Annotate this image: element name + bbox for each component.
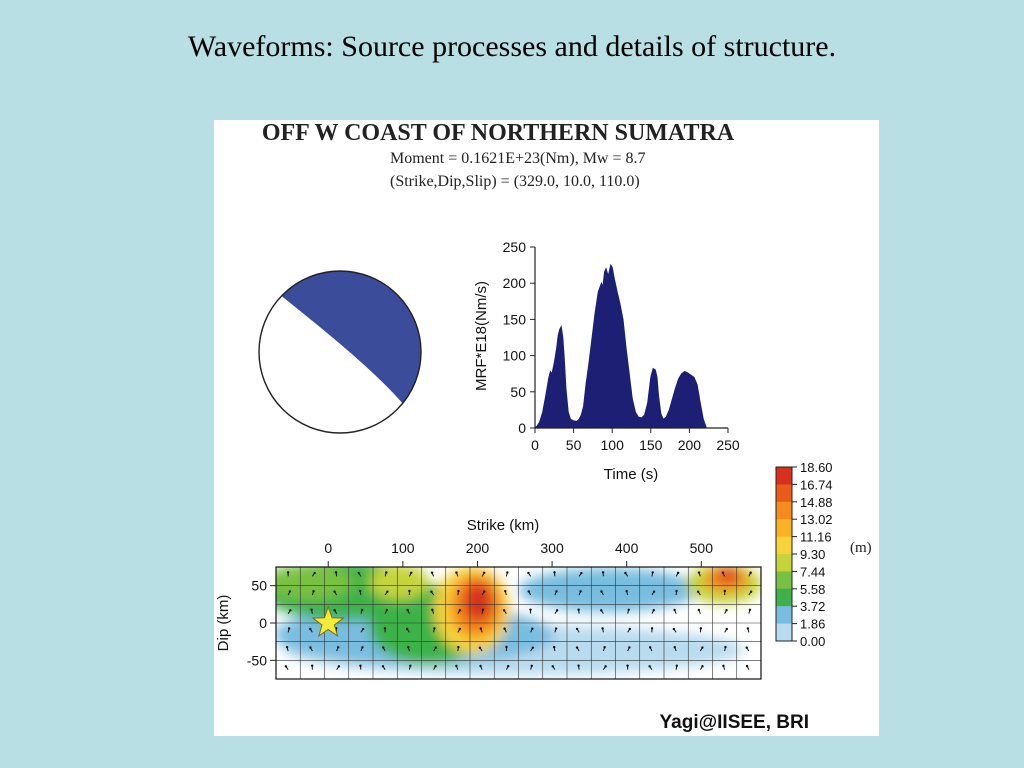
slip-contour xyxy=(463,582,493,622)
slip-distribution-map: Strike (km) Dip (km) 0 100 200 300 400 500500… xyxy=(215,517,762,680)
colorbar-segment xyxy=(776,623,792,642)
mrf-y-tick-label: 200 xyxy=(503,275,527,291)
slip-y-axis-label: Dip (km) xyxy=(215,595,232,652)
mrf-y-tick-label: 150 xyxy=(503,311,527,327)
colorbar-segment xyxy=(776,554,792,572)
colorbar-tick-label: 13.02 xyxy=(800,512,833,527)
moment-line: Moment = 0.1621E+23(Nm), Mw = 8.7 xyxy=(390,150,646,167)
colorbar-unit: (m) xyxy=(850,540,872,556)
slip-x-axis-label: Strike (km) xyxy=(467,517,540,534)
colorbar-segment xyxy=(776,519,792,538)
slip-x-tick-label: 100 xyxy=(391,540,415,556)
mrf-x-tick-label: 100 xyxy=(601,437,625,453)
slip-y-tick-label: 0 xyxy=(259,615,267,631)
hypocenter-star-icon xyxy=(311,605,345,638)
mrf-y-tick-label: 0 xyxy=(518,420,526,436)
slip-x-tick-label: 0 xyxy=(324,540,332,556)
figure-canvas: OFF W COAST OF NORTHERN SUMATRA Moment =… xyxy=(215,120,872,733)
mrf-y-axis-label: MRF*E18(Nm/s) xyxy=(473,281,490,391)
credit-label: Yagi@IISEE, BRI xyxy=(660,712,809,733)
colorbar-tick-label: 5.58 xyxy=(800,582,825,597)
slip-contour xyxy=(717,568,739,582)
colorbar-segment xyxy=(776,467,792,485)
mrf-x-tick-label: 250 xyxy=(716,437,740,453)
mechanism-line: (Strike,Dip,Slip) = (329.0, 10.0, 110.0) xyxy=(390,173,640,190)
mrf-y-tick-label: 250 xyxy=(503,239,527,255)
mrf-x-tick-label: 50 xyxy=(566,437,582,453)
mrf-area xyxy=(533,263,708,429)
slip-x-tick-label: 400 xyxy=(615,540,639,556)
mrf-x-tick-label: 200 xyxy=(678,437,702,453)
mechanism-compression-quadrant xyxy=(274,271,421,405)
slip-contour xyxy=(519,568,699,612)
colorbar-tick-label: 18.60 xyxy=(800,460,833,475)
slip-x-tick-label: 300 xyxy=(540,540,564,556)
mrf-x-axis-label: Time (s) xyxy=(604,466,658,483)
mrf-x-tick-label: 0 xyxy=(531,437,539,453)
slide-title: Waveforms: Source processes and details … xyxy=(187,30,837,63)
slip-contour xyxy=(369,567,429,600)
slip-x-tick-label: 200 xyxy=(466,540,490,556)
colorbar-tick-label: 0.00 xyxy=(800,634,825,649)
slip-x-tick-label: 500 xyxy=(690,540,714,556)
colorbar-tick-label: 7.44 xyxy=(800,564,825,579)
figure-title: OFF W COAST OF NORTHERN SUMATRA xyxy=(262,120,735,146)
slip-colorbar: (m) 18.60 16.74 14.88 13.02 11.16 9.30 7.44 5.5… xyxy=(775,460,872,649)
mrf-x-tick-label: 150 xyxy=(639,437,663,453)
colorbar-tick-label: 16.74 xyxy=(800,477,833,492)
slip-y-tick-label: -50 xyxy=(247,652,267,668)
focal-mechanism xyxy=(258,270,422,434)
colorbar-segment xyxy=(776,588,792,607)
colorbar-segment xyxy=(776,571,792,590)
colorbar-segment xyxy=(776,536,792,555)
source-inversion-figure: OFF W COAST OF NORTHERN SUMATRA Moment =… xyxy=(214,120,879,736)
mrf-y-tick-label: 100 xyxy=(503,348,527,364)
colorbar-tick-label: 11.16 xyxy=(800,530,832,545)
slip-contour xyxy=(276,567,354,600)
colorbar-segment xyxy=(776,501,792,520)
mrf-y-tick-label: 50 xyxy=(510,384,526,400)
colorbar-tick-label: 9.30 xyxy=(800,547,825,562)
colorbar-tick-label: 3.72 xyxy=(800,599,825,614)
colorbar-segment xyxy=(776,606,792,625)
slip-y-tick-label: 50 xyxy=(251,578,267,594)
colorbar-tick-label: 14.88 xyxy=(800,495,833,510)
colorbar-tick-label: 1.86 xyxy=(800,617,825,632)
slip-vectors xyxy=(284,571,753,670)
slip-grid xyxy=(275,566,762,680)
colorbar-segment xyxy=(776,484,792,503)
